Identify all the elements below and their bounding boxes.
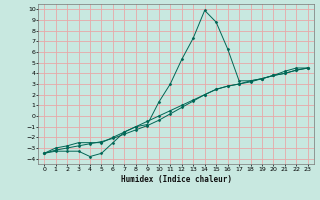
X-axis label: Humidex (Indice chaleur): Humidex (Indice chaleur) <box>121 175 231 184</box>
